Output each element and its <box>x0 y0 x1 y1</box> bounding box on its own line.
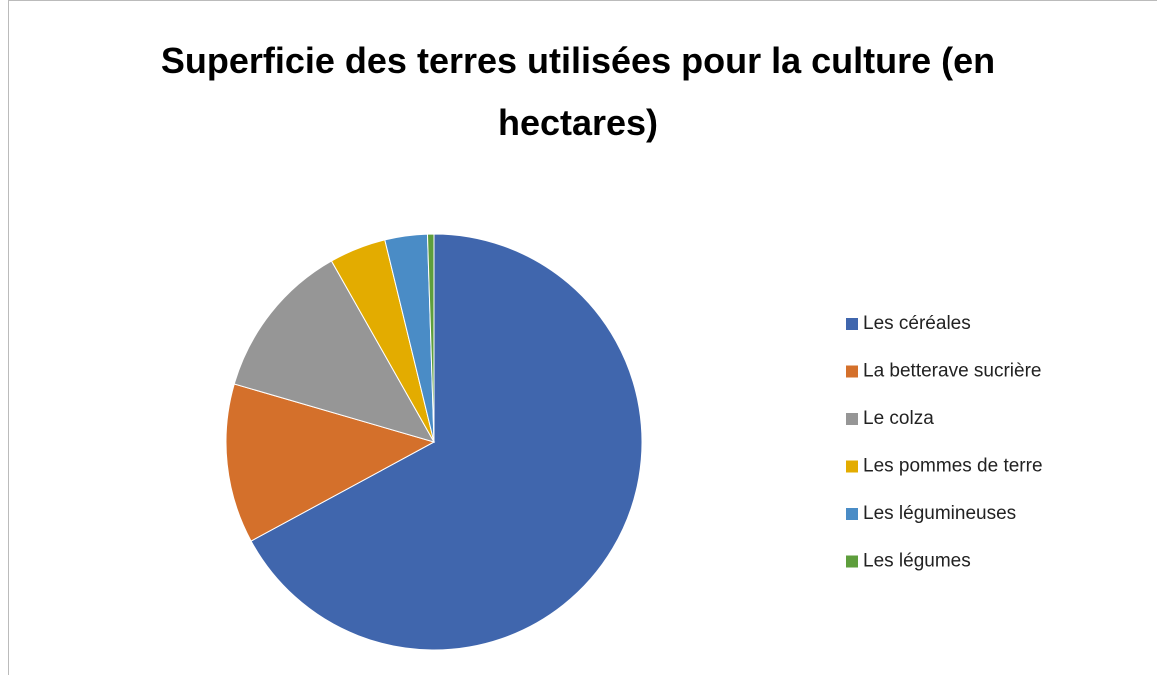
pie-slice <box>233 260 436 443</box>
legend-label: Les pommes de terre <box>863 456 1043 477</box>
chart-title: Superficie des terres utilisées pour la … <box>160 40 996 143</box>
pie-slice <box>250 233 643 651</box>
legend-label: Les légumineuses <box>863 503 1016 524</box>
legend-swatch <box>846 413 858 425</box>
legend-label: La betterave sucrière <box>863 361 1042 382</box>
legend-swatch <box>846 318 858 330</box>
legend-swatch <box>846 460 858 473</box>
legend-swatch <box>846 365 858 378</box>
pie-slice <box>225 383 436 542</box>
legend-swatch <box>846 508 858 520</box>
legend-swatch <box>846 555 858 568</box>
legend-label: Le colza <box>863 408 934 429</box>
chart-border <box>8 0 1157 675</box>
legend-label: Les légumes <box>863 551 971 572</box>
legend-label: Les céréales <box>863 313 971 334</box>
pie-slice <box>426 233 435 443</box>
